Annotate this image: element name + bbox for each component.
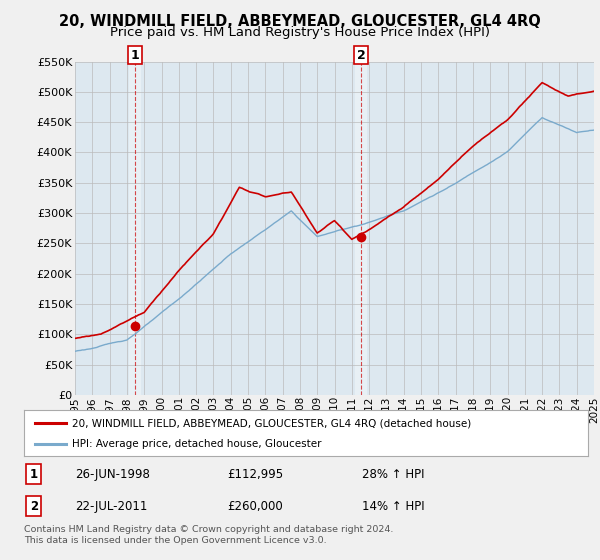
Text: 22-JUL-2011: 22-JUL-2011 bbox=[75, 500, 147, 513]
Text: 14% ↑ HPI: 14% ↑ HPI bbox=[362, 500, 425, 513]
Text: 26-JUN-1998: 26-JUN-1998 bbox=[75, 468, 149, 480]
Text: £260,000: £260,000 bbox=[227, 500, 283, 513]
Bar bbox=[355, 62, 367, 395]
Text: 28% ↑ HPI: 28% ↑ HPI bbox=[362, 468, 425, 480]
Text: 1: 1 bbox=[29, 468, 38, 480]
Text: HPI: Average price, detached house, Gloucester: HPI: Average price, detached house, Glou… bbox=[72, 438, 322, 449]
Text: £112,995: £112,995 bbox=[227, 468, 283, 480]
Text: Price paid vs. HM Land Registry's House Price Index (HPI): Price paid vs. HM Land Registry's House … bbox=[110, 26, 490, 39]
Text: 1: 1 bbox=[131, 49, 140, 62]
Text: 2: 2 bbox=[29, 500, 38, 513]
Text: 2: 2 bbox=[357, 49, 365, 62]
Text: 20, WINDMILL FIELD, ABBEYMEAD, GLOUCESTER, GL4 4RQ (detached house): 20, WINDMILL FIELD, ABBEYMEAD, GLOUCESTE… bbox=[72, 418, 471, 428]
Text: 20, WINDMILL FIELD, ABBEYMEAD, GLOUCESTER, GL4 4RQ: 20, WINDMILL FIELD, ABBEYMEAD, GLOUCESTE… bbox=[59, 14, 541, 29]
Text: Contains HM Land Registry data © Crown copyright and database right 2024.
This d: Contains HM Land Registry data © Crown c… bbox=[24, 525, 394, 545]
Bar bbox=[129, 62, 141, 395]
